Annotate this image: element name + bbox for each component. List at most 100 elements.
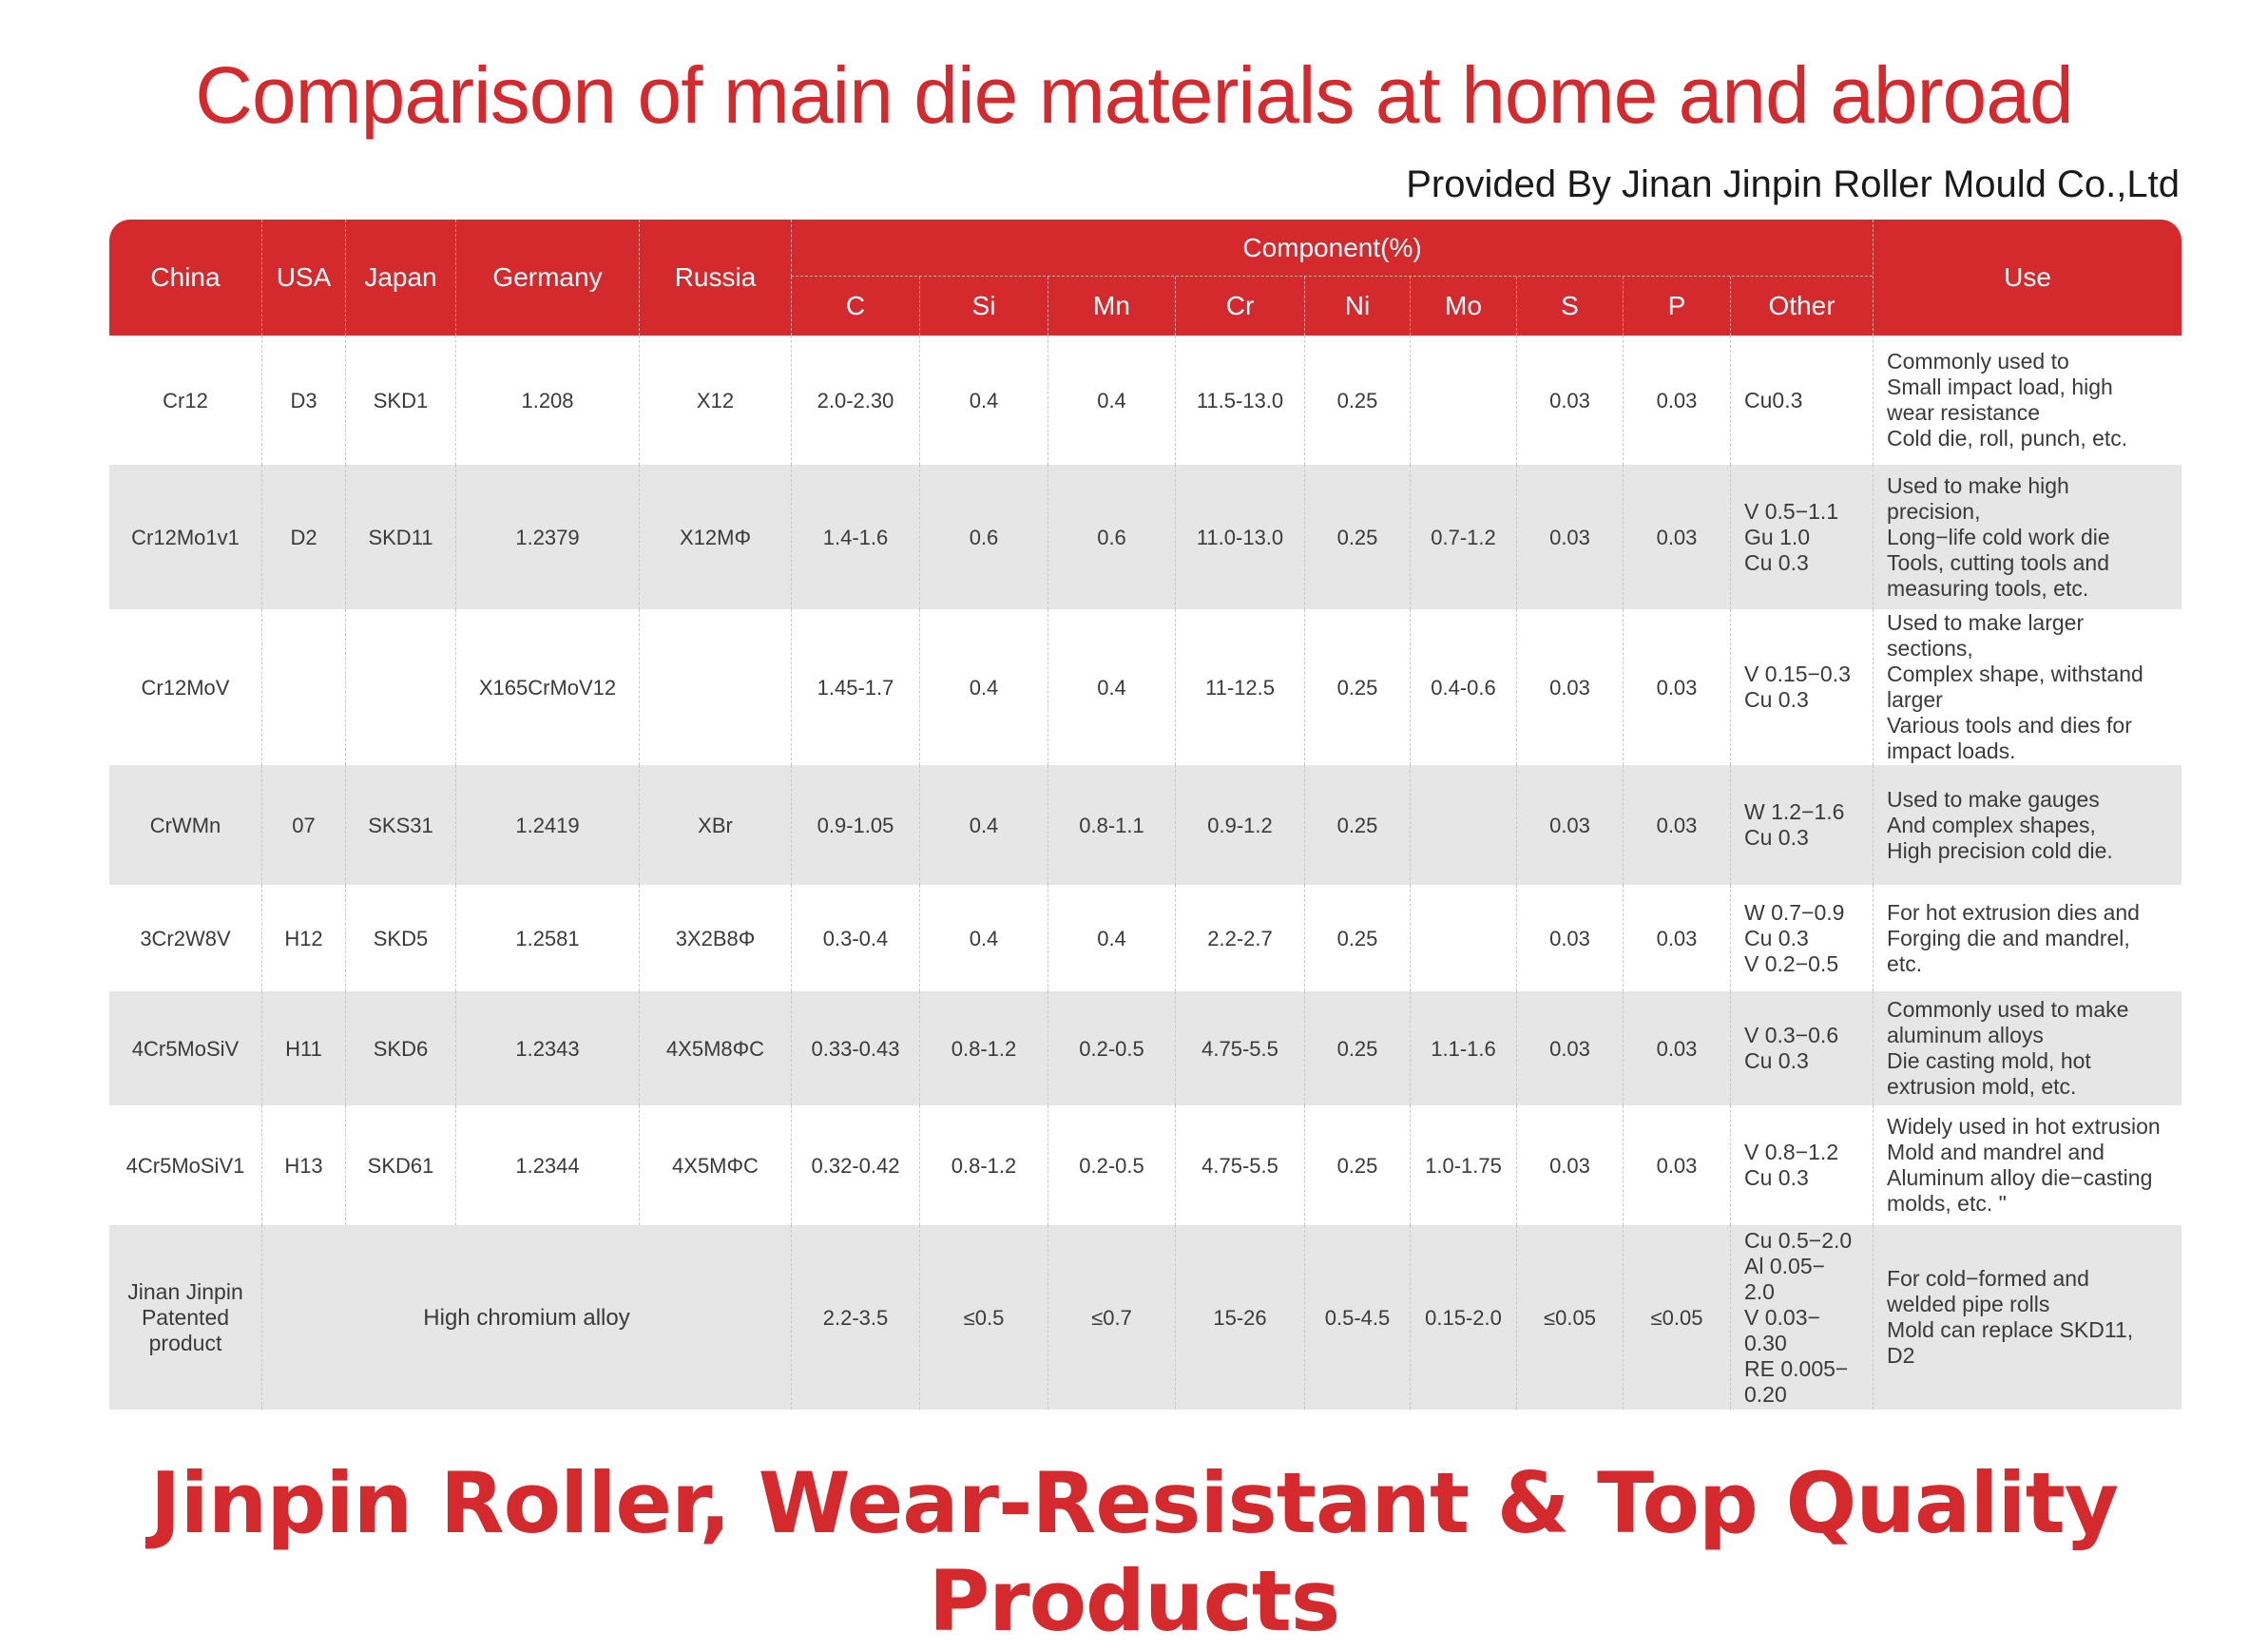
- provider-credit: Provided By Jinan Jinpin Roller Mould Co…: [1406, 163, 2180, 205]
- cell-russia: XBr: [639, 765, 791, 885]
- other-line: Cu 0.3: [1744, 825, 1809, 850]
- cell-s: 0.03: [1516, 609, 1623, 765]
- other-line: V 0.15−0.3: [1744, 662, 1851, 686]
- cell-ni: 0.25: [1304, 991, 1410, 1105]
- cell-china: 3Cr2W8V: [140, 926, 231, 950]
- cell-ni: 0.25: [1304, 465, 1410, 609]
- use-line: Various tools and dies for: [1887, 713, 2132, 738]
- cell-p: 0.03: [1623, 991, 1730, 1105]
- table-row: CrWMn 07 SKS31 1.2419 XBr 0.9-1.05 0.4 0.8-1.1 0…: [109, 765, 2182, 885]
- other-line: V 0.03−: [1744, 1304, 1820, 1330]
- cell-other: W 0.7−0.9 Cu 0.3 V 0.2−0.5: [1730, 885, 1873, 991]
- cell-cr: 4.75-5.5: [1175, 1105, 1304, 1225]
- cell-cr: 2.2-2.7: [1175, 885, 1304, 991]
- header-cr: Cr: [1175, 277, 1304, 336]
- cell-p: 0.03: [1623, 609, 1730, 765]
- header-component: Component(%): [791, 220, 1874, 277]
- use-line: And complex shapes,: [1887, 812, 2096, 837]
- cell-usa: D3: [261, 336, 345, 465]
- header-si: Si: [919, 277, 1048, 336]
- cell-cr: 4.75-5.5: [1175, 991, 1304, 1105]
- cell-other: V 0.15−0.3 Cu 0.3: [1730, 609, 1873, 765]
- cell-p: 0.03: [1623, 885, 1730, 991]
- other-line: W 1.2−1.6: [1744, 799, 1845, 824]
- cell-mn: 0.2-0.5: [1048, 991, 1175, 1105]
- cell-other: V 0.5−1.1 Gu 1.0 Cu 0.3: [1730, 465, 1874, 609]
- other-line: Cu 0.3: [1744, 1048, 1809, 1073]
- cell-si: 0.4: [919, 765, 1048, 885]
- other-line: Cu0.3: [1744, 387, 1803, 412]
- header-use: Use: [1873, 220, 2182, 336]
- header-russia: Russia: [639, 220, 791, 336]
- table-row: 4Cr5MoSiV1 H13 SKD61 1.2344 4X5MΦC 0.32-0.42 0…: [109, 1105, 2182, 1225]
- cell-mn: 0.4: [1048, 336, 1175, 465]
- header-c: C: [791, 277, 919, 336]
- use-line: larger: [1887, 687, 1943, 712]
- cell-s: 0.03: [1516, 885, 1623, 991]
- cell-germany: 1.2343: [455, 991, 639, 1105]
- cell-japan: SKD5: [345, 885, 455, 991]
- cell-japan: [345, 609, 455, 765]
- other-line: RE 0.005−: [1744, 1355, 1849, 1381]
- cell-c: 2.0-2.30: [791, 336, 919, 465]
- cell-russia: X12MΦ: [639, 465, 791, 609]
- other-line: Cu 0.5−2.0: [1744, 1227, 1853, 1253]
- cell-use: Used to make larger sections, Complex shap…: [1873, 609, 2182, 765]
- other-line: 0.30: [1744, 1330, 1787, 1355]
- cell-other: Cu 0.5−2.0 Al 0.05− 2.0 V 0.03− 0.30 RE 0.005…: [1730, 1225, 1874, 1410]
- use-line: Used to make high: [1887, 472, 2069, 498]
- use-line: Commonly used to make: [1887, 997, 2129, 1022]
- cell-usa: [261, 609, 345, 765]
- use-line: wear resistance: [1887, 400, 2041, 425]
- cell-use: Commonly used to make aluminum alloys Die …: [1873, 991, 2182, 1105]
- cell-germany: 1.2581: [455, 885, 639, 991]
- other-line: 0.20: [1744, 1381, 1787, 1407]
- cell-c: 0.33-0.43: [791, 991, 919, 1105]
- cell-other: V 0.3−0.6 Cu 0.3: [1730, 991, 1874, 1105]
- cell-cr: 11.0-13.0: [1175, 465, 1304, 609]
- cell-other: Cu0.3: [1730, 336, 1873, 465]
- cell-cr: 11-12.5: [1175, 609, 1304, 765]
- cell-russia: 4X5MΦC: [639, 1105, 791, 1225]
- table-row: Cr12 D3 SKD1 1.208 X12 2.0-2.30 0.4 0.4 11.5-13.…: [109, 336, 2182, 465]
- cell-s: ≤0.05: [1516, 1225, 1623, 1410]
- china-line: product: [148, 1330, 222, 1355]
- cell-ni: 0.25: [1304, 885, 1410, 991]
- materials-table: China USA Japan Germany Russia Component…: [109, 220, 2182, 1410]
- use-line: Commonly used to: [1887, 349, 2069, 374]
- header-ni: Ni: [1304, 277, 1410, 336]
- cell-s: 0.03: [1516, 991, 1623, 1105]
- page-title: Comparison of main die materials at home…: [195, 50, 2073, 140]
- use-line: Aluminum alloy die−casting: [1887, 1165, 2153, 1190]
- china-line: Jinan Jinpin: [127, 1278, 243, 1304]
- use-line: D2: [1887, 1343, 1915, 1368]
- cell-mn: 0.4: [1048, 609, 1175, 765]
- cell-s: 0.03: [1516, 465, 1623, 609]
- cell-cr: 15-26: [1175, 1225, 1304, 1410]
- use-line: sections,: [1887, 636, 1973, 661]
- header-usa: USA: [261, 220, 345, 336]
- cell-ni: 0.5-4.5: [1304, 1225, 1410, 1410]
- cell-si: 0.8-1.2: [919, 1105, 1048, 1225]
- slogan: Jinpin Roller, Wear-Resistant & Top Qual…: [149, 1454, 2119, 1650]
- cell-mn: 0.2-0.5: [1048, 1105, 1175, 1225]
- cell-c: 1.4-1.6: [791, 465, 919, 609]
- cell-china: 4Cr5MoSiV1: [125, 1153, 245, 1178]
- other-line: Cu 0.3: [1744, 549, 1809, 575]
- use-line: Cold die, roll, punch, etc.: [1887, 426, 2128, 451]
- cell-usa: D2: [261, 465, 345, 609]
- other-line: V 0.2−0.5: [1744, 950, 1839, 976]
- cell-ni: 0.25: [1304, 336, 1410, 465]
- cell-use: Widely used in hot extrusion Mold and man…: [1873, 1105, 2182, 1225]
- cell-usa: H11: [261, 991, 345, 1105]
- use-line: extrusion mold, etc.: [1887, 1074, 2077, 1099]
- cell-other: W 1.2−1.6 Cu 0.3: [1730, 765, 1874, 885]
- other-line: V 0.5−1.1: [1744, 498, 1839, 524]
- header-japan: Japan: [345, 220, 455, 336]
- use-line: aluminum alloys: [1887, 1023, 2044, 1047]
- use-line: For hot extrusion dies and: [1887, 899, 2140, 925]
- cell-p: 0.03: [1623, 336, 1730, 465]
- header-p: P: [1623, 277, 1730, 336]
- cell-china: 4Cr5MoSiV: [109, 991, 261, 1105]
- cell-germany: 1.2379: [455, 465, 639, 609]
